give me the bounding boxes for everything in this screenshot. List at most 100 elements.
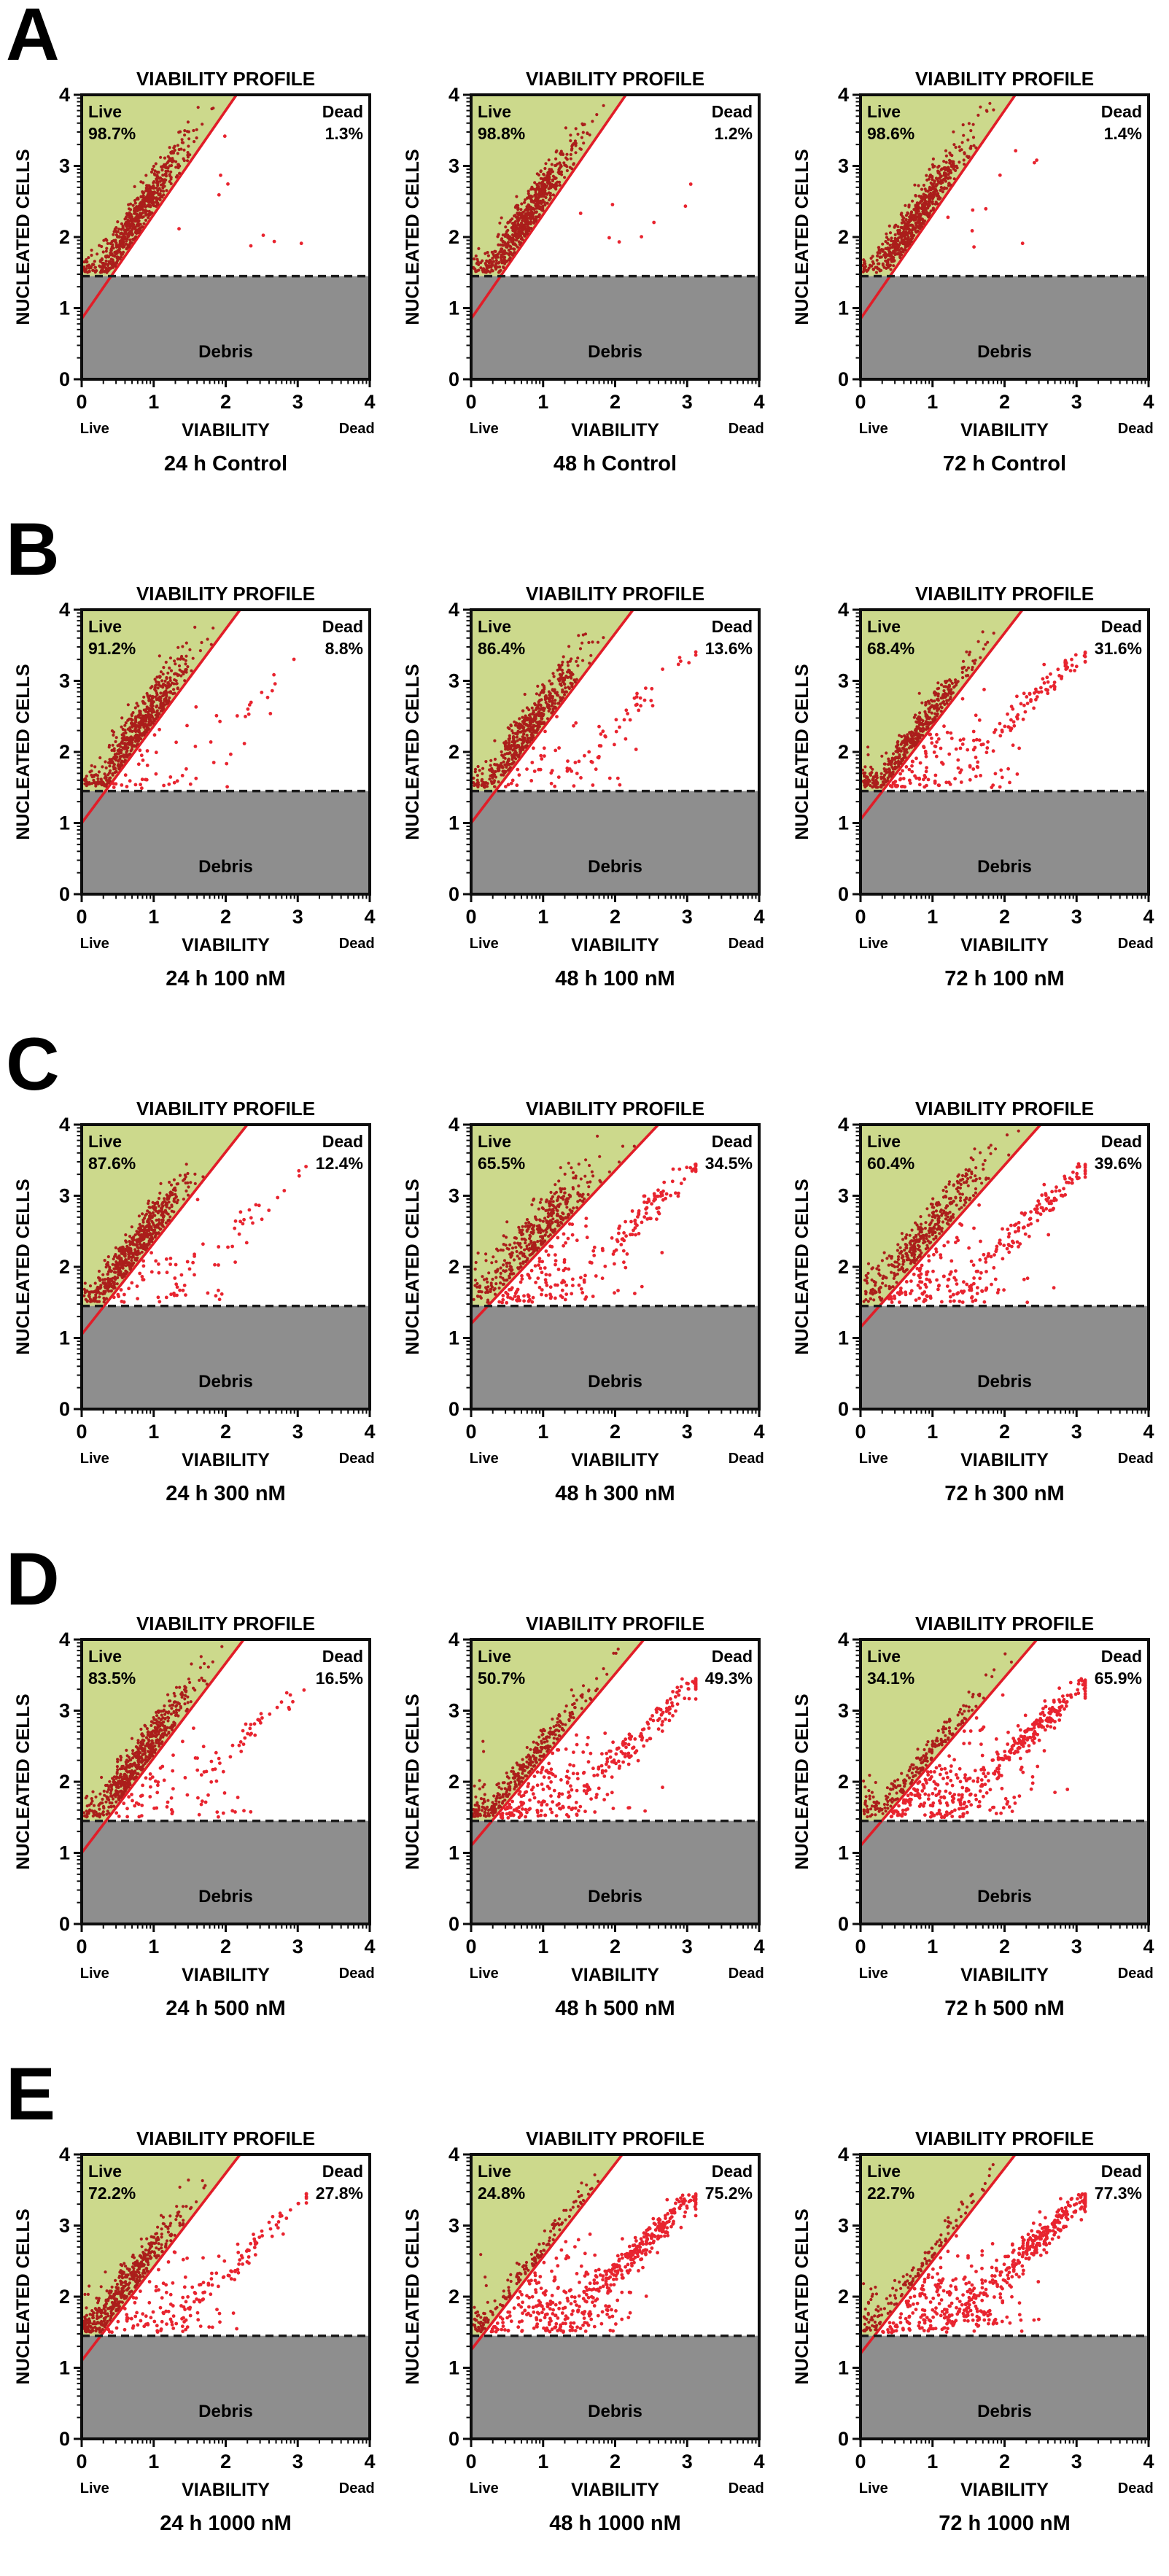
dead-points (881, 2192, 1087, 2335)
live-points (472, 1648, 620, 1818)
live-points (82, 625, 215, 788)
gate-line (859, 1123, 1042, 1329)
x-tick-label: 3 (682, 1936, 693, 1958)
x-axis-dead-label: Dead (729, 421, 764, 437)
plot-caption: 72 h 300 nM (944, 1482, 1064, 1505)
y-tick-label: 4 (838, 84, 849, 106)
debris-label: Debris (977, 1887, 1032, 1906)
x-axis-dead-label: Dead (729, 1451, 764, 1467)
live-percentage: 34.1% (867, 1669, 914, 1688)
axis-ticks (463, 2153, 761, 2447)
dead-points (177, 134, 303, 248)
x-tick-label: 2 (220, 391, 231, 413)
viability-scatter-plot: 00 1 1 2 2 3 3 4 4 VIABILITY PROFILE NUCLEATED CEL… (403, 2127, 765, 2535)
y-tick-label: 2 (448, 741, 459, 763)
live-percentage: 60.4% (867, 1154, 914, 1173)
x-axis-label: VIABILITY (571, 2480, 659, 2500)
x-tick-label: 4 (1143, 1936, 1154, 1958)
y-tick-label: 1 (448, 298, 459, 319)
debris-region (471, 276, 759, 379)
y-tick-label: 4 (838, 2144, 849, 2165)
x-tick-label: 2 (220, 906, 231, 928)
live-region-label: Live (867, 617, 901, 636)
plot-row: 0 0 1 1 2 2 3 3 4 4 VIABILITY PROFILE NUCLEATED CEL… (0, 2060, 1169, 2575)
dead-region-label: Dead (1101, 102, 1142, 121)
y-tick-label: 2 (59, 226, 70, 248)
x-tick-label: 1 (927, 391, 938, 413)
x-tick-label: 3 (292, 2451, 303, 2472)
debris-region (471, 791, 759, 894)
y-tick-label: 3 (448, 1185, 459, 1207)
panel-B: B 0 0 1 1 2 2 3 3 4 4 VIABILITY PROFILE NUCLEATED CE… (0, 508, 1169, 1030)
plot-cell: 0 0 1 1 2 2 3 3 4 4 VIABILITY PROFILE NUCLEATED CEL… (779, 1030, 1168, 1545)
plot-title: VIABILITY PROFILE (136, 2127, 315, 2149)
axis-ticks (853, 1123, 1150, 1417)
x-tick-label: 3 (1071, 391, 1082, 413)
panel-letter: C (6, 1023, 60, 1106)
y-tick-label: 3 (838, 1185, 849, 1207)
debris-region (82, 276, 370, 379)
y-tick-label: 2 (838, 2286, 849, 2308)
axis-ticks (853, 2153, 1150, 2447)
live-points (862, 1652, 1013, 1819)
gate-line (470, 1638, 645, 1847)
debris-label: Debris (198, 342, 253, 362)
x-axis-live-label: Live (470, 2480, 499, 2497)
dead-points (497, 1162, 698, 1305)
plot-title: VIABILITY PROFILE (136, 583, 315, 605)
y-axis-label: NUCLEATED CELLS (792, 2208, 812, 2384)
plot-title: VIABILITY PROFILE (915, 2127, 1094, 2149)
x-axis-live-label: Live (859, 1451, 888, 1467)
x-tick-label: 4 (753, 1421, 764, 1443)
plot-row: 0 0 1 1 2 2 3 3 4 4 VIABILITY PROFILE NUCLEATED CEL… (0, 515, 1169, 1030)
x-axis-label: VIABILITY (960, 2480, 1049, 2500)
x-axis-label: VIABILITY (571, 935, 659, 955)
viability-scatter-plot: 00 1 1 2 2 3 3 4 4 VIABILITY PROFILE NUCLEATED CEL… (13, 2127, 376, 2535)
live-percentage: 98.8% (478, 124, 525, 143)
debris-label: Debris (977, 857, 1032, 877)
axis-ticks (463, 1638, 761, 1932)
y-tick-label: 1 (838, 2357, 849, 2379)
panel-letter: E (6, 2052, 55, 2135)
live-region-label: Live (478, 1132, 511, 1151)
debris-region (82, 1820, 370, 1924)
plot-caption: 48 h 500 nM (555, 1997, 675, 2020)
dead-region-label: Dead (712, 1132, 753, 1151)
x-tick-label: 0 (855, 906, 866, 928)
viability-scatter-plot: 00 1 1 2 2 3 3 4 4 VIABILITY PROFILE NUCLEATED CEL… (792, 583, 1154, 990)
live-percentage: 65.5% (478, 1154, 525, 1173)
panel-letter: A (6, 0, 60, 76)
x-axis-label: VIABILITY (960, 420, 1049, 441)
live-points (82, 1645, 224, 1819)
plot-cell: 0 0 1 1 2 2 3 3 4 4 VIABILITY PROFILE NUCLEATED CEL… (389, 0, 779, 515)
x-tick-label: 1 (148, 906, 159, 928)
y-tick-label: 4 (59, 84, 70, 106)
plot-cell: 0 0 1 1 2 2 3 3 4 4 VIABILITY PROFILE NUCLEATED CEL… (389, 515, 779, 1030)
y-axis-label: NUCLEATED CELLS (13, 149, 34, 325)
x-tick-label: 0 (76, 1421, 87, 1443)
x-axis-label: VIABILITY (960, 1450, 1049, 1470)
plot-row: 0 0 1 1 2 2 3 3 4 4 VIABILITY PROFILE NUCLEATED CEL… (0, 0, 1169, 515)
plot-cell: 0 0 1 1 2 2 3 3 4 4 VIABILITY PROFILE NUCLEATED CEL… (0, 1030, 389, 1545)
viability-scatter-plot: 00 1 1 2 2 3 3 4 4 VIABILITY PROFILE NUCLEATED CEL… (13, 583, 376, 990)
y-axis-label: NUCLEATED CELLS (403, 2208, 423, 2384)
x-tick-label: 1 (537, 906, 548, 928)
gate-line (859, 93, 1017, 320)
x-axis-live-label: Live (859, 1966, 888, 1982)
dead-percentage: 31.6% (1095, 639, 1142, 658)
live-points (861, 630, 995, 789)
y-tick-label: 1 (448, 812, 459, 834)
live-region-label: Live (867, 1647, 901, 1666)
panel-letter: B (6, 508, 60, 591)
plot-caption: 48 h Control (554, 452, 677, 476)
y-tick-label: 4 (838, 1629, 849, 1650)
gate-line (80, 2153, 241, 2362)
y-tick-label: 0 (838, 883, 849, 905)
plot-caption: 72 h 100 nM (944, 967, 1064, 990)
x-tick-label: 2 (999, 2451, 1010, 2472)
axis-ticks (74, 1123, 371, 1417)
x-axis-dead-label: Dead (1118, 936, 1154, 952)
dead-percentage: 12.4% (316, 1154, 363, 1173)
dead-percentage: 1.2% (715, 124, 753, 143)
